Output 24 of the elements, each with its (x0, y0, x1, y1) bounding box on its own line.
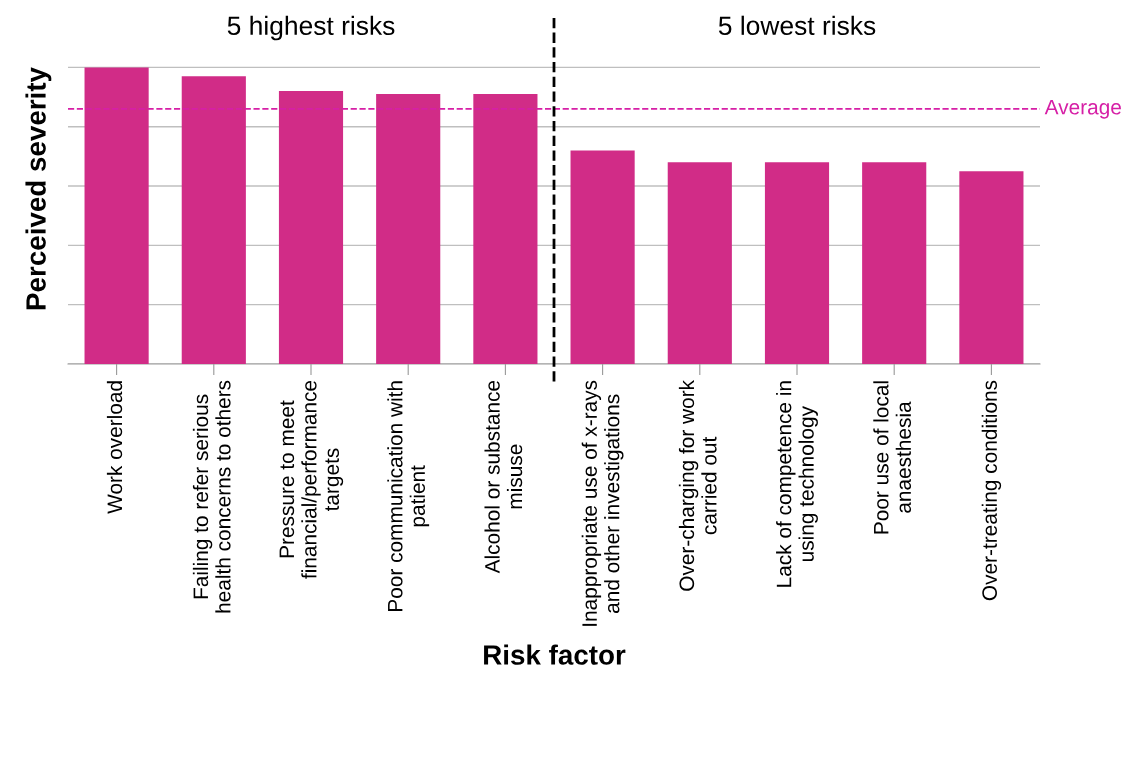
x-tick-label: Poor use of local anaesthesia (873, 381, 912, 534)
bar (667, 162, 732, 364)
ref-line-label: Average (1044, 99, 1121, 119)
bar (278, 91, 344, 364)
x-tick-label: Alcohol or substance misuse (484, 380, 523, 574)
y-axis-title: Perceived severity (25, 67, 52, 310)
text: 5 lowest risks (718, 15, 876, 36)
x-tick-label: Work overload (106, 381, 123, 514)
bar (764, 162, 830, 364)
bar (84, 67, 149, 364)
text: 5 highest risks (227, 15, 395, 41)
x-tick-label: Pressure to meet financial/performance targets (279, 380, 344, 579)
x-tick-label: Failing to refer serious health concerns to others (192, 380, 231, 613)
bar (862, 162, 927, 364)
x-tick-label: Poor communication with patient (387, 381, 430, 611)
x-tick-label: Over-treating conditions (981, 380, 1002, 601)
bar (181, 76, 246, 364)
x-tick-label: Over-charging for work carried out (678, 379, 717, 591)
bar (473, 94, 538, 364)
bar (376, 94, 441, 364)
x-axis-title: Risk factor (484, 644, 626, 665)
x-tick-label: Inappropriate use of x-rays and other investigations (581, 380, 624, 626)
bar (570, 150, 635, 364)
bar (959, 171, 1024, 364)
